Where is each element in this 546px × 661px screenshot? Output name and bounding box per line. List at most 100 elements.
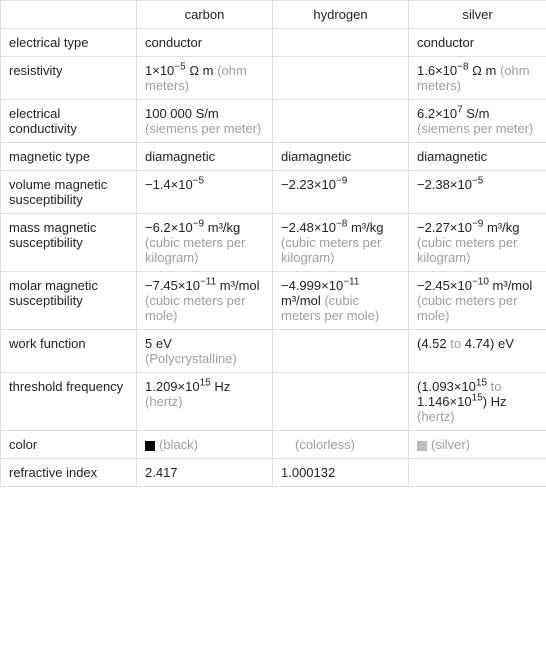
value: 1.209×10 [145,379,200,394]
unit: (cubic meters per kilogram) [145,235,245,265]
label-electrical-type: electrical type [1,29,137,57]
cell-work-function-hydrogen [273,330,409,373]
value-post: m³/kg [204,220,240,235]
exponent-a: 15 [476,378,487,389]
swatch-none-icon [281,441,291,451]
cell-electrical-type-carbon: conductor [137,29,273,57]
value: −1.4×10 [145,177,193,192]
exponent: −11 [200,277,216,288]
value-post: m³/mol [489,278,532,293]
value: −7.45×10 [145,278,200,293]
label-magnetic-type: magnetic type [1,143,137,171]
value-post: m³/kg [347,220,383,235]
to: to [447,336,465,351]
cell-molar-mag-susc-carbon: −7.45×10−11 m³/mol (cubic meters per mol… [137,272,273,330]
exponent-b: 15 [472,393,483,404]
row-resistivity: resistivity 1×10−5 Ω m (ohm meters) 1.6×… [1,57,546,100]
unit: (Polycrystalline) [145,351,237,366]
row-electrical-conductivity: electrical conductivity 100 000 S/m (sie… [1,100,546,143]
unit: (hertz) [417,409,455,424]
row-threshold-frequency: threshold frequency 1.209×1015 Hz (hertz… [1,373,546,431]
cell-refractive-index-silver [409,459,546,487]
cell-mass-mag-susc-silver: −2.27×10−9 m³/kg (cubic meters per kilog… [409,214,546,272]
value: −4.999×10 [281,278,343,293]
row-color: color (black) (colorless) (silver) [1,431,546,459]
cell-vol-mag-susc-carbon: −1.4×10−5 [137,171,273,214]
value-a: (1.093×10 [417,379,476,394]
value: −2.48×10 [281,220,336,235]
value-post: m³/kg [483,220,519,235]
cell-color-carbon: (black) [137,431,273,459]
unit: (hertz) [145,394,183,409]
swatch-black-icon [145,441,155,451]
cell-electrical-conductivity-carbon: 100 000 S/m (siemens per meter) [137,100,273,143]
row-electrical-type: electrical type conductor conductor [1,29,546,57]
swatch-silver-icon [417,441,427,451]
row-work-function: work function 5 eV (Polycrystalline) (4.… [1,330,546,373]
row-volume-magnetic-susceptibility: volume magnetic susceptibility −1.4×10−5… [1,171,546,214]
row-molar-magnetic-susceptibility: molar magnetic susceptibility −7.45×10−1… [1,272,546,330]
exponent: −9 [472,219,483,230]
value: −2.23×10 [281,177,336,192]
label-resistivity: resistivity [1,57,137,100]
exponent: −11 [343,277,359,288]
unit: (siemens per meter) [417,121,533,136]
cell-electrical-conductivity-silver: 6.2×107 S/m (siemens per meter) [409,100,546,143]
header-row: carbon hydrogen silver [1,1,546,29]
value: 1.6×10 [417,63,457,78]
value: (black) [159,437,198,452]
row-magnetic-type: magnetic type diamagnetic diamagnetic di… [1,143,546,171]
cell-molar-mag-susc-silver: −2.45×10−10 m³/mol (cubic meters per mol… [409,272,546,330]
value: (silver) [431,437,470,452]
unit: (cubic meters per mole) [145,293,245,323]
label-mass-mag-susc: mass magnetic susceptibility [1,214,137,272]
exponent: −8 [336,219,347,230]
value: (colorless) [295,437,355,452]
exponent: −5 [193,176,204,187]
cell-vol-mag-susc-hydrogen: −2.23×10−9 [273,171,409,214]
cell-threshold-frequency-silver: (1.093×1015 to 1.146×1015) Hz (hertz) [409,373,546,431]
to: to [487,379,501,394]
exponent: −9 [193,219,204,230]
value-post: m³/mol [216,278,259,293]
label-molar-mag-susc: molar magnetic susceptibility [1,272,137,330]
exponent: −5 [472,176,483,187]
label-work-function: work function [1,330,137,373]
value-b: 1.146×10 [417,394,472,409]
unit: (siemens per meter) [145,121,261,136]
cell-threshold-frequency-carbon: 1.209×1015 Hz (hertz) [137,373,273,431]
value: −2.38×10 [417,177,472,192]
label-vol-mag-susc: volume magnetic susceptibility [1,171,137,214]
value-post: ) Hz [483,394,507,409]
exponent: −9 [336,176,347,187]
header-hydrogen: hydrogen [273,1,409,29]
properties-table: carbon hydrogen silver electrical type c… [0,0,546,487]
cell-electrical-type-silver: conductor [409,29,546,57]
cell-color-hydrogen: (colorless) [273,431,409,459]
cell-magnetic-type-hydrogen: diamagnetic [273,143,409,171]
cell-resistivity-hydrogen [273,57,409,100]
value: 5 eV [145,336,172,351]
value-post: Hz [211,379,231,394]
cell-magnetic-type-silver: diamagnetic [409,143,546,171]
value: 6.2×10 [417,106,457,121]
cell-work-function-silver: (4.52 to 4.74) eV [409,330,546,373]
header-carbon: carbon [137,1,273,29]
value-a: (4.52 [417,336,447,351]
label-electrical-conductivity: electrical conductivity [1,100,137,143]
value: 100 000 S/m [145,106,219,121]
unit: (cubic meters per mole) [417,293,517,323]
cell-electrical-conductivity-hydrogen [273,100,409,143]
value-post: Ω m [469,63,497,78]
cell-mass-mag-susc-carbon: −6.2×10−9 m³/kg (cubic meters per kilogr… [137,214,273,272]
value: −2.27×10 [417,220,472,235]
unit: (cubic meters per kilogram) [417,235,517,265]
cell-magnetic-type-carbon: diamagnetic [137,143,273,171]
exponent: −5 [174,62,185,73]
header-silver: silver [409,1,546,29]
row-mass-magnetic-susceptibility: mass magnetic susceptibility −6.2×10−9 m… [1,214,546,272]
cell-resistivity-silver: 1.6×10−8 Ω m (ohm meters) [409,57,546,100]
cell-threshold-frequency-hydrogen [273,373,409,431]
cell-color-silver: (silver) [409,431,546,459]
cell-refractive-index-hydrogen: 1.000132 [273,459,409,487]
